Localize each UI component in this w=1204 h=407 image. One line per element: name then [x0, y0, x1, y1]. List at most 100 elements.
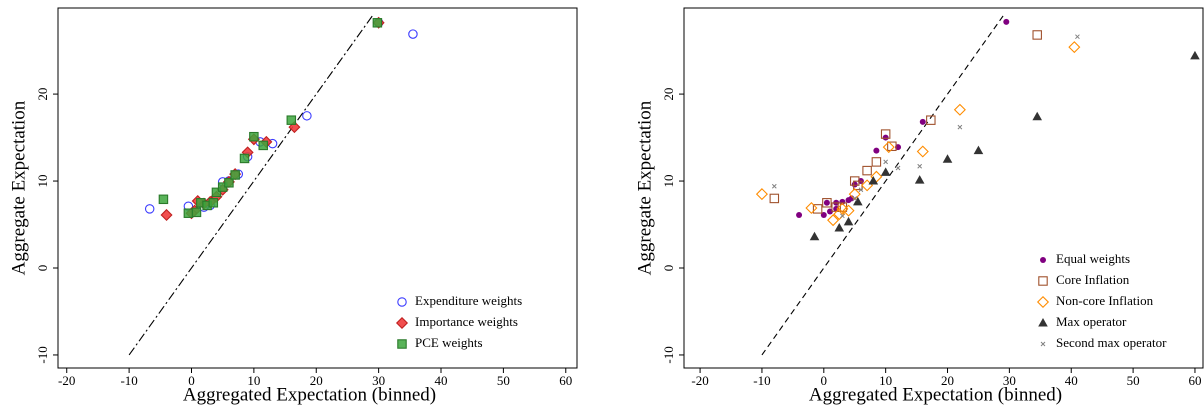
marker	[288, 121, 301, 134]
marker	[880, 129, 891, 139]
x-tick-label: 20	[941, 373, 954, 388]
y-tick-label: 10	[661, 175, 676, 188]
x-tick-label: 30	[372, 373, 385, 388]
marker	[834, 223, 845, 232]
marker	[880, 167, 891, 176]
y-axis-title: Aggregate Expectation	[634, 100, 655, 275]
marker	[1038, 318, 1048, 327]
marker	[809, 231, 820, 241]
marker	[239, 153, 250, 164]
marker	[914, 175, 925, 184]
legend-label: Importance weights	[415, 314, 518, 329]
x-axis-title: Aggregated Expectation (binned)	[809, 384, 1062, 405]
marker	[230, 170, 240, 180]
marker	[249, 131, 259, 142]
marker	[868, 176, 879, 185]
x-tick-label: -20	[691, 373, 708, 388]
marker	[823, 199, 830, 206]
marker	[395, 316, 409, 330]
marker	[871, 157, 882, 167]
legend-label: PCE weights	[415, 335, 483, 350]
marker	[836, 202, 849, 215]
marker	[853, 196, 863, 206]
marker	[873, 147, 880, 154]
marker	[822, 198, 832, 208]
marker	[771, 183, 777, 189]
plot-frame	[57, 7, 578, 369]
x-tick-label: 50	[1127, 373, 1140, 388]
marker	[755, 188, 768, 201]
marker	[1190, 50, 1200, 60]
x-tick-label: 10	[247, 373, 260, 388]
y-tick-label: 0	[661, 265, 676, 272]
marker	[851, 181, 858, 188]
legend: Equal weights Core Inflation Non-core Infl…	[1036, 251, 1167, 350]
marker	[1040, 341, 1046, 347]
x-tick-label: 20	[310, 373, 323, 388]
marker	[827, 214, 840, 227]
y-tick-label: 10	[35, 175, 50, 188]
x-tick-label: -20	[58, 373, 75, 388]
marker	[397, 297, 407, 307]
legend-label: Equal weights	[1056, 251, 1130, 266]
legend-label: Second max operator	[1056, 335, 1167, 350]
marker	[917, 163, 923, 169]
x-tick-label: 40	[435, 373, 448, 388]
x-tick-label: 40	[1065, 373, 1078, 388]
marker	[1040, 257, 1046, 263]
marker	[843, 216, 854, 226]
y-axis-title: Aggregate Expectation	[8, 100, 29, 275]
marker	[1036, 295, 1050, 309]
legend: Expenditure weights Importance weights PCE…	[395, 293, 522, 350]
marker	[160, 208, 173, 221]
marker	[812, 204, 823, 214]
x-tick-label: 50	[497, 373, 510, 388]
marker	[1068, 41, 1081, 54]
marker	[796, 211, 803, 218]
y-tick-label: -10	[35, 346, 50, 363]
marker	[805, 201, 818, 215]
y-tick-label: 20	[35, 88, 50, 101]
marker	[372, 18, 383, 28]
marker	[191, 207, 202, 218]
marker	[957, 124, 963, 130]
marker	[858, 187, 864, 193]
marker	[852, 196, 858, 201]
marker	[286, 115, 297, 125]
legend-label: Max operator	[1056, 314, 1127, 329]
plot-frame	[683, 7, 1204, 369]
marker	[895, 165, 901, 171]
marker	[211, 187, 222, 198]
marker	[1032, 111, 1043, 121]
x-tick-label: 0	[821, 373, 828, 388]
x-tick-label: 60	[559, 373, 572, 388]
marker	[258, 140, 268, 151]
y-tick-label: -10	[661, 346, 676, 363]
legend-label: Expenditure weights	[415, 293, 522, 308]
marker	[848, 188, 861, 201]
marker	[224, 178, 234, 188]
marker	[919, 118, 926, 125]
x-tick-label: 60	[1188, 373, 1201, 388]
marker	[973, 145, 984, 155]
marker	[887, 141, 897, 152]
marker	[842, 204, 855, 217]
marker	[882, 134, 889, 141]
marker	[408, 29, 418, 39]
y-tick-label: 0	[35, 265, 50, 272]
x-tick-label: -10	[120, 373, 137, 388]
x-tick-label: 0	[188, 373, 195, 388]
x-tick-label: 10	[879, 373, 892, 388]
marker	[302, 111, 312, 121]
y-tick-label: 20	[661, 88, 676, 101]
marker	[916, 145, 929, 158]
x-tick-label: -10	[753, 373, 770, 388]
diagonal-line	[761, 15, 1004, 356]
marker	[882, 141, 895, 154]
x-tick-label: 30	[1003, 373, 1016, 388]
marker	[208, 198, 219, 208]
marker	[183, 208, 194, 218]
